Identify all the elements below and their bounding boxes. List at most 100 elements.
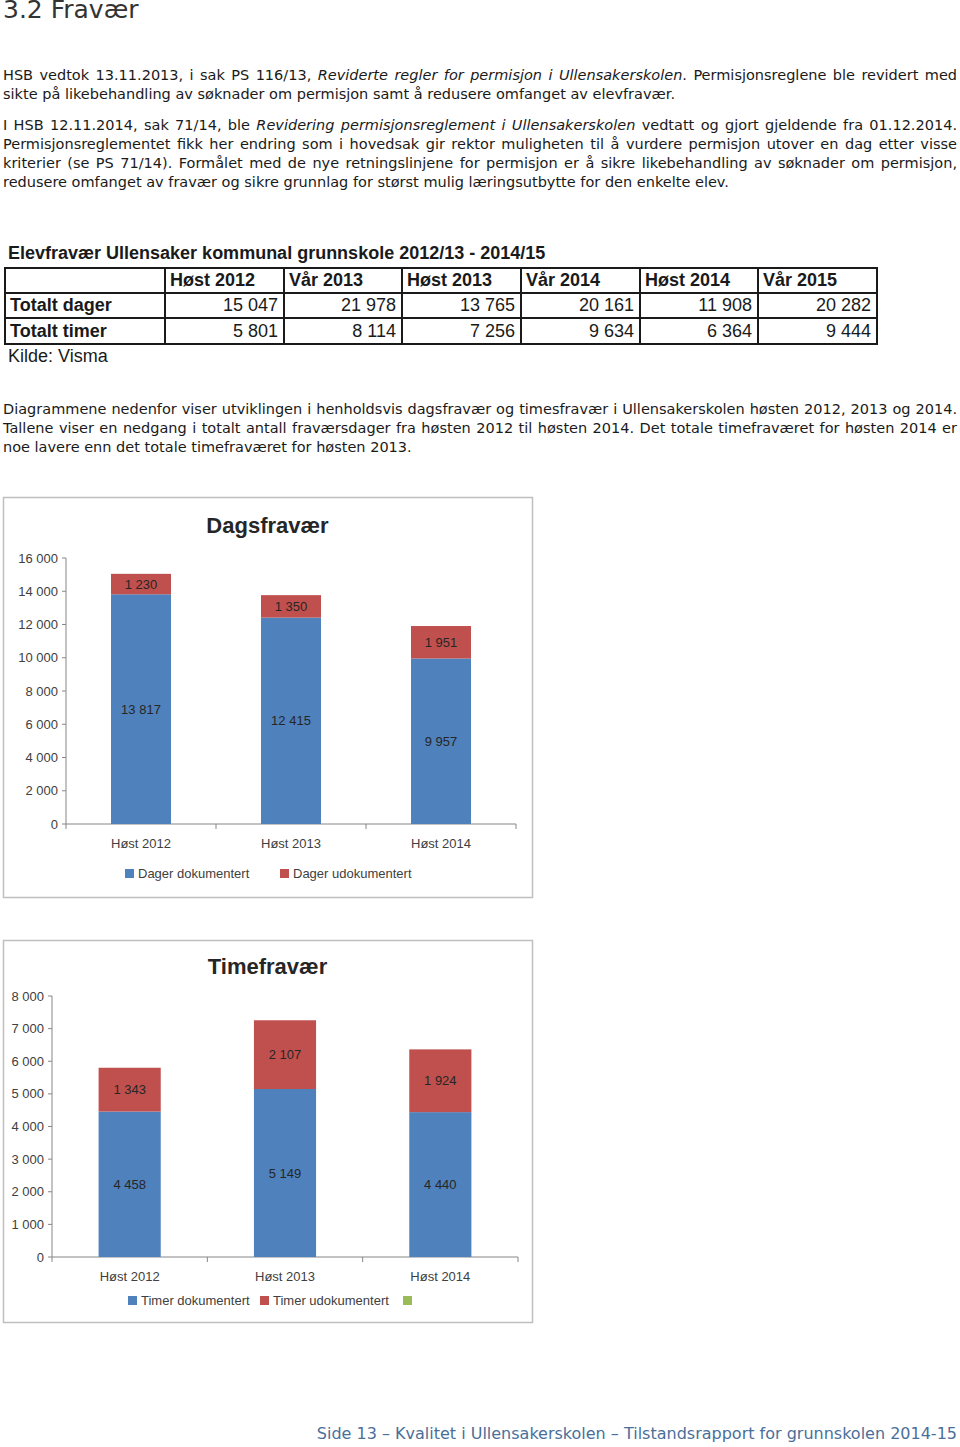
- heading: 3.2 Fravær: [3, 0, 139, 26]
- tick-mark: [62, 724, 66, 725]
- tick-mark: [48, 1126, 52, 1127]
- bars: [111, 574, 471, 824]
- text-run: Revidering permisjonsreglement i Ullensa…: [256, 117, 635, 133]
- chart-title: Dagsfravær: [206, 513, 329, 538]
- text-run: I HSB 12.11.2014, sak 71/14, ble: [3, 117, 256, 133]
- tick-mark: [48, 1061, 52, 1062]
- category-tick: [66, 824, 67, 829]
- tick-label: 3 000: [11, 1152, 44, 1167]
- table-cell: Vår 2013: [283, 267, 403, 294]
- text-run: HSB vedtok 13.11.2013, i sak PS 116/13,: [3, 67, 318, 83]
- chart: Dagsfravær02 0004 0006 0008 00010 00012 …: [4, 498, 533, 898]
- bars: [99, 1020, 472, 1257]
- tick-mark: [62, 558, 66, 559]
- legend: Dager dokumentertDager udokumentert: [125, 866, 412, 881]
- category-label: Høst 2014: [411, 836, 471, 851]
- tick-mark: [62, 624, 66, 625]
- tick-mark: [62, 691, 66, 692]
- text-run: Diagrammene nedenfor viser utviklingen i…: [3, 401, 957, 455]
- table-cell: 5 801: [164, 317, 285, 345]
- legend-swatch: [260, 1296, 269, 1305]
- tick-label: 2 000: [11, 1184, 44, 1199]
- category-tick: [207, 1257, 208, 1262]
- category-tick: [52, 1257, 53, 1262]
- table-cell: 7 256: [401, 317, 522, 345]
- legend-label: Dager udokumentert: [293, 866, 412, 881]
- data-label: 4 458: [113, 1177, 146, 1192]
- bar: [99, 1068, 161, 1112]
- category-label: Høst 2014: [410, 1269, 470, 1284]
- category-label: Høst 2012: [111, 836, 171, 851]
- tick-mark: [48, 1224, 52, 1225]
- tick-label: 10 000: [18, 650, 58, 665]
- category-tick: [518, 1257, 519, 1262]
- bar: [261, 595, 321, 617]
- data-label: 5 149: [269, 1166, 302, 1181]
- bar: [411, 626, 471, 658]
- chart: Timefravær01 0002 0003 0004 0005 0006 00…: [4, 941, 533, 1323]
- tick-label: 2 000: [25, 783, 58, 798]
- table-cell: 20 282: [757, 292, 878, 319]
- tick-mark: [62, 657, 66, 658]
- tick-label: 1 000: [11, 1217, 44, 1232]
- legend-label: Timer udokumentert: [273, 1293, 389, 1308]
- tick-mark: [48, 1028, 52, 1029]
- tick-mark: [48, 1093, 52, 1094]
- bar: [254, 1089, 316, 1257]
- bar: [254, 1020, 316, 1089]
- charts: Dagsfravær02 0004 0006 0008 00010 00012 …: [0, 0, 960, 1447]
- tick-label: 14 000: [18, 584, 58, 599]
- category-label: Høst 2013: [261, 836, 321, 851]
- tick-label: 8 000: [25, 684, 58, 699]
- text-run: Reviderte regler for permisjon i Ullensa…: [318, 67, 683, 83]
- bar: [409, 1049, 471, 1112]
- paragraph: Diagrammene nedenfor viser utviklingen i…: [3, 400, 957, 457]
- bar: [111, 574, 171, 594]
- data-labels: 4 4585 1494 4401 3432 1071 924: [113, 1047, 456, 1192]
- data-label: 1 343: [113, 1082, 146, 1097]
- tick-label: 6 000: [25, 717, 58, 732]
- table-source: Kilde: Visma: [8, 344, 108, 368]
- chart-frame: [4, 498, 533, 898]
- table-cell: Høst 2012: [164, 267, 285, 294]
- y-axis: [66, 558, 67, 824]
- table-cell: Vår 2014: [520, 267, 641, 294]
- table-cell: [4, 267, 166, 294]
- table-cell: 13 765: [401, 292, 522, 319]
- table-cell: 15 047: [164, 292, 285, 319]
- legend: Timer dokumentert Timer udokumentert: [128, 1293, 412, 1308]
- legend-swatch: [128, 1296, 137, 1305]
- paragraph: I HSB 12.11.2014, sak 71/14, ble Revider…: [3, 116, 957, 192]
- tick-mark: [62, 591, 66, 592]
- table-cell: 9 634: [520, 317, 641, 345]
- table-cell: Totalt dager: [4, 292, 166, 319]
- table-cell: 20 161: [520, 292, 641, 319]
- tick-mark: [48, 1191, 52, 1192]
- tick-label: 0: [51, 817, 58, 832]
- tick-label: 6 000: [11, 1054, 44, 1069]
- tick-label: 8 000: [11, 989, 44, 1004]
- table-cell: 9 444: [757, 317, 878, 345]
- tick-mark: [48, 1159, 52, 1160]
- category-label: Høst 2012: [100, 1269, 160, 1284]
- category-tick: [516, 824, 517, 829]
- footer: Side 13 – Kvalitet i Ullensakerskolen – …: [317, 1423, 957, 1445]
- bar: [411, 658, 471, 824]
- category-tick: [362, 1257, 363, 1262]
- tick-mark: [48, 996, 52, 997]
- tick-label: 7 000: [11, 1021, 44, 1036]
- data-label: 1 924: [424, 1073, 457, 1088]
- tick-label: 0: [37, 1250, 44, 1265]
- bar: [99, 1112, 161, 1257]
- category-tick: [366, 824, 367, 829]
- y-axis: [52, 996, 53, 1257]
- table-cell: Vår 2015: [757, 267, 878, 294]
- legend-label: Timer dokumentert: [141, 1293, 250, 1308]
- legend-swatch: [403, 1296, 412, 1305]
- data-label: 1 350: [275, 599, 308, 614]
- bar: [111, 594, 171, 824]
- table-cell: Høst 2014: [639, 267, 759, 294]
- data-labels: 13 81712 4159 9571 2301 3501 951: [121, 577, 457, 749]
- legend-swatch: [280, 869, 289, 878]
- tick-mark: [48, 1257, 52, 1258]
